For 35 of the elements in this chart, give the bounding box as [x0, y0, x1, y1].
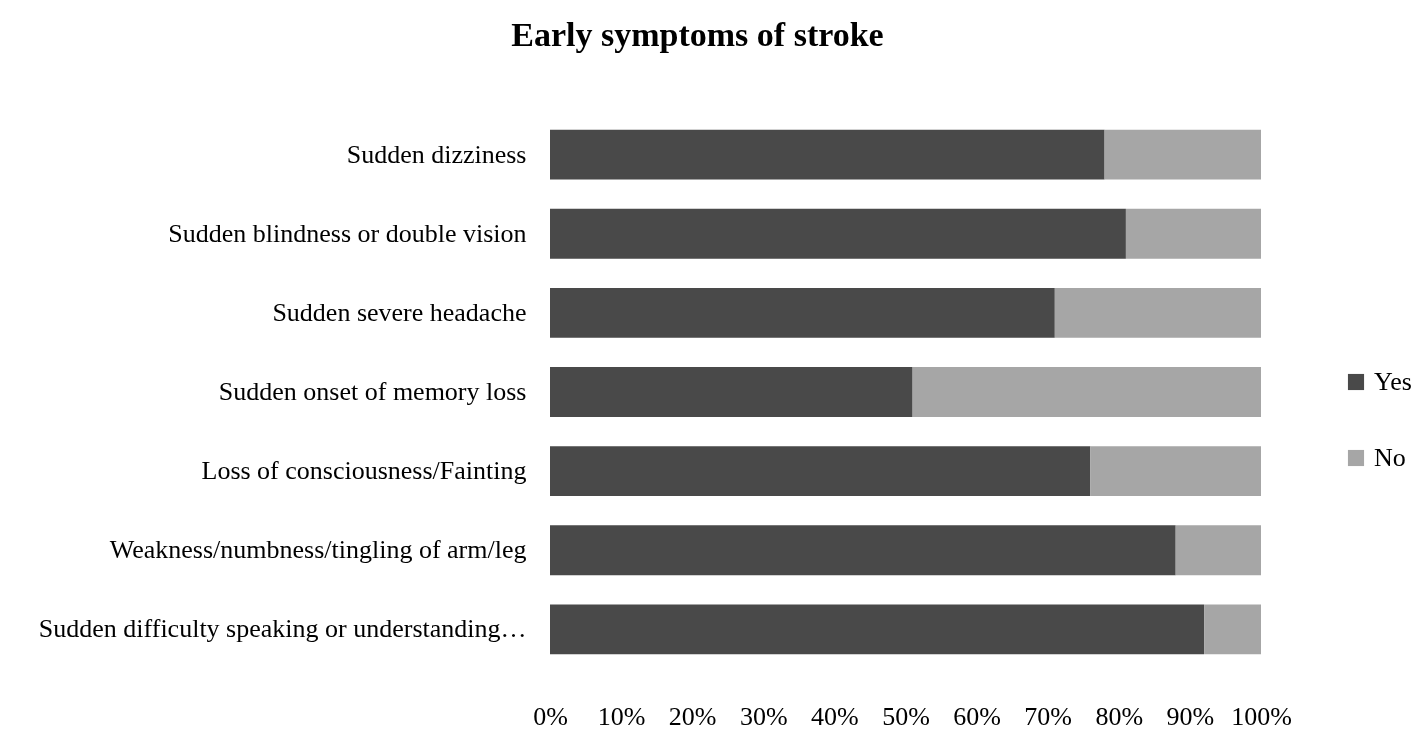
x-tick-label: 60%: [953, 701, 1001, 731]
bar: [550, 287, 1055, 338]
chart-title: Early symptoms of stroke: [511, 16, 884, 53]
x-tick-label: 90%: [1166, 701, 1215, 731]
y-tick-label: Sudden blindness or double vision: [168, 218, 527, 248]
x-tick-label: 80%: [1095, 701, 1144, 731]
bar: [550, 367, 913, 417]
x-tick-label: 0%: [533, 701, 568, 731]
bar: [550, 525, 1176, 576]
bar: [550, 604, 1205, 655]
x-tick-label: 10%: [597, 701, 646, 731]
bar: [1204, 604, 1261, 655]
legend-label: No: [1374, 443, 1406, 472]
x-tick-label: 100%: [1231, 701, 1292, 731]
bar: [550, 208, 1126, 259]
y-tick-label: Sudden onset of memory loss: [218, 377, 527, 406]
x-tick-label: 40%: [811, 701, 859, 731]
bar: [912, 367, 1261, 417]
legend-label: Yes: [1374, 367, 1412, 396]
bar: [1054, 287, 1261, 338]
bar: [1104, 129, 1261, 180]
x-tick-label: 30%: [739, 701, 788, 731]
y-tick-label: Weakness/numbness/tingling of arm/leg: [109, 535, 527, 565]
y-tick-label: Loss of consciousness/Fainting: [201, 456, 527, 486]
bar: [1175, 525, 1261, 576]
x-tick-label: 70%: [1024, 701, 1073, 731]
x-tick-label: 50%: [882, 701, 930, 731]
bar: [1125, 208, 1261, 259]
bar: [550, 129, 1105, 180]
y-tick-label: Sudden dizziness: [346, 139, 527, 169]
y-tick-label: Sudden difficulty speaking or understanding…: [38, 614, 527, 644]
bar: [1090, 446, 1261, 497]
y-tick-label: Sudden severe headache: [272, 297, 527, 327]
x-tick-label: 20%: [668, 701, 717, 731]
bar: [550, 446, 1091, 497]
